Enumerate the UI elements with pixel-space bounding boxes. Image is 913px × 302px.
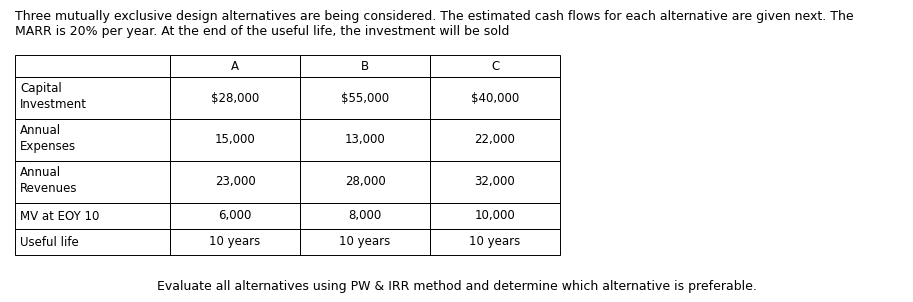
Bar <box>300 161 430 203</box>
Bar <box>170 161 300 203</box>
Bar <box>170 203 300 229</box>
Bar <box>170 77 300 119</box>
Text: Evaluate all alternatives using PW & IRR method and determine which alternative : Evaluate all alternatives using PW & IRR… <box>156 280 757 293</box>
Text: $55,000: $55,000 <box>341 92 389 104</box>
Bar <box>430 55 560 77</box>
Bar <box>300 77 430 119</box>
Bar <box>300 229 430 255</box>
Bar <box>170 229 300 255</box>
Text: 15,000: 15,000 <box>215 133 256 146</box>
Text: 10,000: 10,000 <box>475 210 515 223</box>
Bar <box>15 203 170 229</box>
Bar <box>15 161 170 203</box>
Text: Expenses: Expenses <box>20 140 76 153</box>
Bar <box>430 203 560 229</box>
Bar <box>15 55 170 77</box>
Text: Useful life: Useful life <box>20 236 79 249</box>
Text: Investment: Investment <box>20 98 87 111</box>
Bar <box>430 229 560 255</box>
Text: 8,000: 8,000 <box>349 210 382 223</box>
Bar <box>430 77 560 119</box>
Text: 10 years: 10 years <box>469 236 520 249</box>
Bar <box>430 161 560 203</box>
Text: 32,000: 32,000 <box>475 175 515 188</box>
Text: A: A <box>231 59 239 72</box>
Text: 6,000: 6,000 <box>218 210 252 223</box>
Bar <box>430 119 560 161</box>
Text: Annual: Annual <box>20 166 61 179</box>
Bar <box>170 119 300 161</box>
Bar <box>300 119 430 161</box>
Bar <box>300 203 430 229</box>
Text: 13,000: 13,000 <box>344 133 385 146</box>
Text: Revenues: Revenues <box>20 182 78 195</box>
Bar <box>300 55 430 77</box>
Text: MARR is 20% per year. At the end of the useful life, the investment will be sold: MARR is 20% per year. At the end of the … <box>15 25 509 38</box>
Text: 10 years: 10 years <box>209 236 260 249</box>
Bar <box>15 119 170 161</box>
Bar <box>15 229 170 255</box>
Text: $28,000: $28,000 <box>211 92 259 104</box>
Text: 22,000: 22,000 <box>475 133 516 146</box>
Text: Capital: Capital <box>20 82 62 95</box>
Text: 10 years: 10 years <box>340 236 391 249</box>
Text: MV at EOY 10: MV at EOY 10 <box>20 210 100 223</box>
Text: C: C <box>491 59 499 72</box>
Text: 23,000: 23,000 <box>215 175 256 188</box>
Text: 28,000: 28,000 <box>344 175 385 188</box>
Bar <box>15 77 170 119</box>
Text: B: B <box>361 59 369 72</box>
Bar <box>170 55 300 77</box>
Text: Three mutually exclusive design alternatives are being considered. The estimated: Three mutually exclusive design alternat… <box>15 10 854 23</box>
Text: Annual: Annual <box>20 124 61 137</box>
Text: $40,000: $40,000 <box>471 92 519 104</box>
